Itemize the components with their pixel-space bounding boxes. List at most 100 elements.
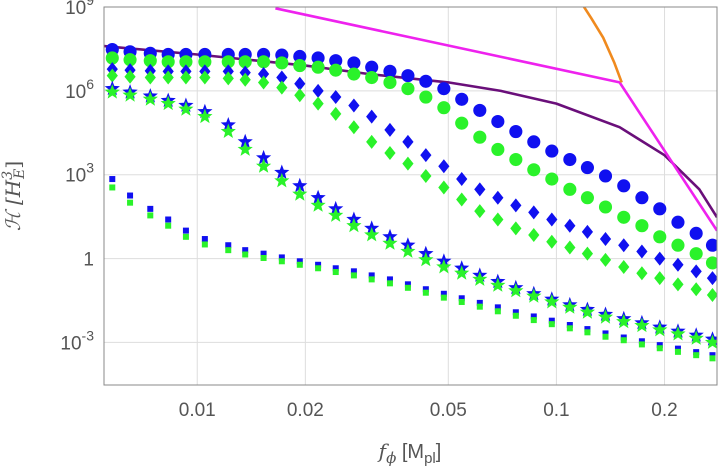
green-squares-point [709,355,716,362]
green-diamonds-point [384,145,396,160]
blue-circles-point [527,135,541,149]
green-stars-point [310,197,326,212]
blue-diamonds-point [366,109,378,124]
green-stars-point [274,172,290,188]
blue-stars-point [237,133,253,149]
green-diamonds-point [706,287,717,302]
green-stars-point [364,227,380,242]
blue-circles-point [545,144,559,158]
blue-squares-point [566,322,573,329]
green-stars-point [544,294,560,309]
green-stars-point [400,243,416,258]
green-squares-point [225,247,232,254]
blue-circles-point [311,51,325,65]
green-stars-point [382,235,398,250]
green-diamonds-point [330,106,342,121]
green-squares-point [296,261,303,268]
green-circles-point [161,55,175,69]
green-diamonds-point [124,69,136,84]
blue-circles-point [329,54,343,68]
green-circles-point [105,51,119,65]
green-diamonds-point [546,234,558,249]
y-tick-label: 109 [65,0,94,19]
green-squares-point [458,298,465,305]
blue-diamonds-point [438,159,450,174]
green-stars-point [490,277,506,292]
green-circles-point [671,238,685,252]
green-squares-point [422,289,429,296]
blue-squares-point [638,338,645,345]
green-stars-point [122,87,138,102]
green-circles-point [491,142,505,157]
green-circles-point [383,75,397,90]
blue-squares-point [201,236,208,243]
blue-diamonds-point [474,182,486,197]
blue-circles-point [653,202,667,216]
blue-diamonds-point [492,190,504,205]
green-stars-point [634,317,650,333]
blue-squares-point [296,258,303,265]
green-stars-point [597,309,614,324]
green-stars-point [328,207,344,222]
blue-squares-point [458,295,465,302]
green-circles-point [257,55,271,69]
blue-squares-point [404,281,411,288]
green-squares-point [315,265,322,272]
green-diamonds-point [402,156,414,171]
x-tick-label: 0.05 [430,400,467,421]
green-stars-point [562,299,578,314]
data-markers [104,43,717,362]
green-squares-point [404,284,411,291]
blue-diamonds-point [239,65,251,80]
blue-squares-point [109,176,116,183]
blue-squares-point [182,227,189,234]
blue-stars-point [310,189,326,205]
green-circles-point [563,182,577,196]
green-diamonds-point [510,221,522,236]
blue-circles-point [383,64,397,78]
green-circles-point [598,200,613,214]
green-diamonds-point [564,240,576,255]
green-squares-point [476,303,483,310]
blue-squares-point [165,216,172,223]
green-squares-point [368,276,375,283]
blue-squares-point [602,330,609,337]
green-squares-point [260,254,267,261]
green-stars-point [292,186,308,201]
green-diamonds-point [438,180,450,195]
green-diamonds-point [144,70,156,85]
green-squares-point [638,341,645,348]
green-squares-point [656,345,663,352]
green-circles-point [347,67,361,81]
blue-squares-point [422,286,429,293]
green-circles-point [527,163,541,177]
green-squares-point [530,317,537,324]
green-squares-point [386,280,393,287]
blue-circles-point [419,74,433,88]
green-diamonds-point [599,252,612,267]
green-stars-point [579,304,595,319]
green-circles-point [689,247,703,261]
blue-circles-point [293,49,307,64]
blue-diamonds-point [636,244,648,259]
green-stars-point [704,334,717,349]
blue-squares-point [548,317,555,324]
green-circles-point [311,60,325,74]
blue-circles-point [563,152,577,167]
green-squares-point [350,272,357,279]
green-stars-point [237,141,253,156]
green-circles-point [293,59,307,73]
green-squares-point [566,325,573,332]
green-diamonds-point [294,88,306,103]
blue-circles-point [617,179,631,193]
green-stars-point [104,84,120,99]
blue-circles-point [473,103,487,117]
blue-squares-point [584,326,591,333]
green-diamonds-point [581,246,594,261]
green-squares-point [512,312,519,319]
blue-diamonds-point [599,232,612,247]
green-circles-point [635,219,649,233]
blue-squares-point [530,313,537,320]
green-diamonds-point [162,70,174,85]
green-diamonds-point [199,70,211,85]
